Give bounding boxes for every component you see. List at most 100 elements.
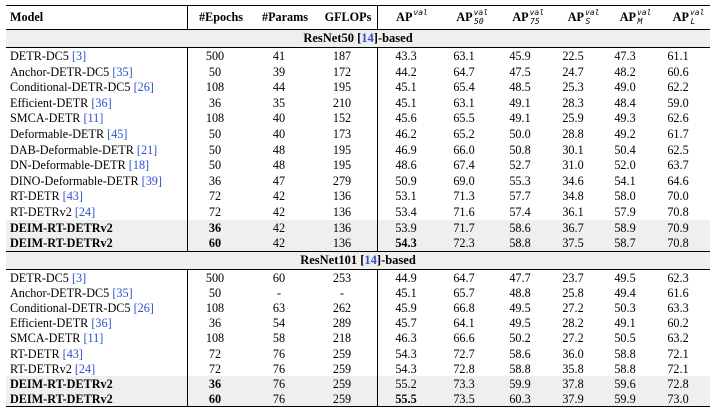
cell-aps: 31.0 xyxy=(562,158,584,173)
cell-ap50: 73.5 xyxy=(453,391,475,406)
model-name: RT-DETR [43] xyxy=(10,346,83,361)
cell-ap50: 66.8 xyxy=(453,301,475,316)
header-ap50: APval50 xyxy=(456,8,489,26)
cell-ap: 53.9 xyxy=(395,220,417,235)
citation-link[interactable]: [18] xyxy=(128,158,150,173)
cell-ap75: 60.3 xyxy=(509,391,531,406)
cell-gflops: 195 xyxy=(332,142,352,157)
cell-ap75: 59.9 xyxy=(509,376,531,391)
cell-params: 41 xyxy=(272,49,286,63)
cell-ap75: 48.8 xyxy=(509,286,531,301)
cell-ap50: 65.5 xyxy=(453,111,475,126)
model-name: DN-Deformable-DETR [18] xyxy=(10,158,150,173)
citation-link[interactable]: [3] xyxy=(71,271,87,285)
citation-link[interactable]: [24] xyxy=(74,361,96,376)
cell-ap: 53.4 xyxy=(395,205,417,219)
cell-epochs: 72 xyxy=(208,346,222,361)
cell-ap50: 69.0 xyxy=(453,173,475,188)
cell-apm: 59.9 xyxy=(614,391,636,406)
header-rule xyxy=(6,29,710,30)
cell-aps: 36.7 xyxy=(562,220,584,235)
cell-epochs: 36 xyxy=(208,316,222,331)
cell-apl: 70.0 xyxy=(667,189,689,204)
table-row: DAB-Deformable-DETR [21] 50 48 195 46.9 66.0 5… xyxy=(6,142,710,158)
citation-link[interactable]: [21] xyxy=(136,142,158,157)
cell-apl: 72.1 xyxy=(667,361,689,376)
cell-apm: 50.3 xyxy=(614,301,636,316)
cell-params: 47 xyxy=(272,173,286,188)
cell-apl: 62.2 xyxy=(667,80,689,95)
model-name: DEIM-RT-DETRv2 xyxy=(10,376,113,391)
cell-ap50: 65.2 xyxy=(453,127,475,141)
cell-aps: 25.3 xyxy=(562,80,584,95)
model-name: DAB-Deformable-DETR [21] xyxy=(10,142,158,157)
cell-apl: 63.3 xyxy=(667,301,689,316)
cell-ap: 46.9 xyxy=(395,142,417,157)
model-name: SMCA-DETR [11] xyxy=(10,111,104,126)
citation-link[interactable]: [39] xyxy=(141,173,162,188)
table-row: RT-DETRv2 [24] 72 76 259 54.3 72.8 58.8 35.8 58.… xyxy=(6,361,710,377)
citation-link[interactable]: [36] xyxy=(91,95,112,110)
cell-params: 40 xyxy=(272,111,286,126)
citation-link[interactable]: [26] xyxy=(133,301,154,316)
citation-link[interactable]: [43] xyxy=(62,346,83,361)
model-name: DEIM-RT-DETRv2 xyxy=(10,220,113,235)
model-name: Anchor-DETR-DC5 [35] xyxy=(10,286,133,301)
header-model: Model xyxy=(10,10,44,24)
citation-link[interactable]: [36] xyxy=(91,316,112,331)
header-gflops: GFLOPs xyxy=(324,10,372,24)
model-name: Efficient-DETR [36] xyxy=(10,95,112,110)
cell-ap75: 52.7 xyxy=(509,158,531,173)
cell-epochs: 500 xyxy=(205,271,225,285)
cell-apm: 58.9 xyxy=(614,220,636,235)
cell-aps: 24.7 xyxy=(562,64,584,79)
table-row: RT-DETRv2 [24] 72 42 136 53.4 71.6 57.4 36.1 57.… xyxy=(6,204,710,220)
cell-apl: 60.2 xyxy=(667,316,689,331)
cell-gflops: 195 xyxy=(332,158,352,173)
cell-ap75: 58.6 xyxy=(509,220,531,235)
citation-link[interactable]: [35] xyxy=(112,64,133,79)
model-name: DETR-DC5 [3] xyxy=(10,271,87,285)
header-ap75: APval75 xyxy=(512,8,545,26)
cell-aps: 28.2 xyxy=(562,316,584,331)
cell-ap75: 50.0 xyxy=(509,127,531,141)
cell-ap50: 67.4 xyxy=(453,158,475,173)
citation-link[interactable]: [3] xyxy=(71,49,87,63)
citation-link[interactable]: [11] xyxy=(83,331,104,346)
column-divider xyxy=(187,6,188,29)
citation-link[interactable]: [24] xyxy=(74,205,96,219)
table-row: DETR-DC5 [3] 500 41 187 43.3 63.1 45.9 22.5 47.3… xyxy=(6,48,710,64)
cell-aps: 27.2 xyxy=(562,331,584,346)
column-divider xyxy=(377,48,378,251)
cell-gflops: 136 xyxy=(332,189,352,204)
table-row: DEIM-RT-DETRv2 36 76 259 55.2 73.3 59.9 37.8 59.… xyxy=(6,375,710,392)
cell-ap50: 72.8 xyxy=(453,361,475,376)
cell-params: 42 xyxy=(272,220,286,235)
citation-link[interactable]: 14 xyxy=(361,31,374,45)
cell-ap75: 58.8 xyxy=(509,361,531,376)
cell-aps: 25.9 xyxy=(562,111,584,126)
cell-params: 60 xyxy=(272,271,286,285)
citation-link[interactable]: [26] xyxy=(133,80,154,95)
cell-gflops: 152 xyxy=(332,111,352,126)
cell-epochs: 72 xyxy=(208,361,222,376)
cell-epochs: 500 xyxy=(205,49,225,63)
cell-ap50: 71.7 xyxy=(453,220,475,235)
citation-link[interactable]: 14 xyxy=(364,253,377,267)
cell-apm: 49.5 xyxy=(614,271,636,285)
cell-aps: 36.1 xyxy=(562,205,584,219)
section-title-resnet101: ResNet101 [14]-based xyxy=(6,252,710,269)
citation-link[interactable]: [43] xyxy=(62,189,83,204)
cell-aps: 36.0 xyxy=(562,346,584,361)
cell-gflops: 187 xyxy=(332,49,352,63)
cell-apm: 49.4 xyxy=(614,286,636,301)
cell-params: 39 xyxy=(272,64,286,79)
citation-link[interactable]: [11] xyxy=(83,111,104,126)
table-row: Anchor-DETR-DC5 [35] 50 39 172 44.2 64.7 47.5 2… xyxy=(6,64,710,80)
citation-link[interactable]: [45] xyxy=(107,127,128,141)
table-row: Efficient-DETR [36] 36 35 210 45.1 63.1 49.1 28… xyxy=(6,95,710,111)
header-ap: APval xyxy=(396,8,428,24)
table-row: Deformable-DETR [45] 50 40 173 46.2 65.2 50.0 2… xyxy=(6,126,710,142)
bottom-rule xyxy=(6,406,710,407)
citation-link[interactable]: [35] xyxy=(112,286,133,301)
